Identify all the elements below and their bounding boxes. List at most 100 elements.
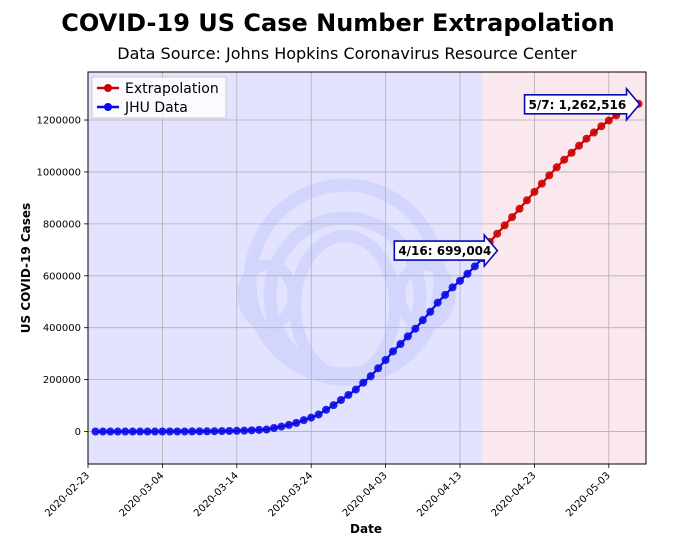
annotation-callout-box: [523, 86, 641, 122]
data-point: [403, 332, 412, 341]
data-point: [284, 420, 293, 429]
data-point: [470, 262, 479, 271]
data-point: [389, 347, 398, 356]
data-point: [91, 427, 100, 436]
data-point: [463, 269, 472, 278]
data-point: [411, 324, 420, 333]
data-point: [530, 187, 539, 196]
grid-lines: [87, 72, 646, 464]
annotation-text: 5/7: 1,262,516: [529, 98, 627, 112]
data-point: [433, 298, 442, 307]
data-point: [381, 356, 390, 365]
data-point: [165, 427, 174, 436]
data-point: [589, 128, 598, 137]
data-point: [493, 229, 502, 238]
y-axis-label: US COVID-19 Cases: [19, 203, 33, 333]
data-point: [225, 426, 234, 435]
data-point: [418, 316, 427, 325]
data-point: [560, 155, 569, 164]
x-tick-label: 2020-03-04: [118, 470, 167, 519]
data-point: [537, 179, 546, 188]
y-tick-label: 200000: [43, 375, 81, 386]
data-point: [173, 427, 182, 436]
data-point: [366, 372, 375, 381]
data-point: [314, 410, 323, 419]
data-point: [344, 390, 353, 399]
data-point: [545, 171, 554, 180]
data-point: [232, 426, 241, 435]
data-point: [448, 283, 457, 292]
x-tick-label: 2020-05-03: [564, 470, 613, 519]
data-point: [277, 422, 286, 431]
y-tick-label: 1000000: [36, 167, 81, 178]
data-point: [567, 148, 576, 157]
data-point: [374, 364, 383, 373]
data-point: [351, 385, 360, 394]
data-point: [180, 427, 189, 436]
data-point: [299, 416, 308, 425]
y-tick-label: 0: [75, 427, 81, 438]
data-point: [508, 213, 517, 222]
data-point: [307, 413, 316, 422]
shaded-region-1: [482, 72, 646, 464]
data-point: [426, 307, 435, 316]
series-line-extrapolation: [481, 102, 640, 251]
annotation-text: 4/16: 699,004: [398, 244, 491, 258]
data-point: [575, 141, 584, 150]
data-point: [441, 290, 450, 299]
x-tick-label: 2020-04-23: [490, 470, 539, 519]
data-point: [98, 427, 107, 436]
data-point: [255, 425, 264, 434]
data-point: [336, 396, 345, 405]
data-point: [500, 221, 509, 230]
y-tick-label: 1200000: [36, 116, 81, 127]
data-point: [240, 426, 249, 435]
data-point: [106, 427, 115, 436]
watermark-logo: [237, 178, 456, 386]
data-point: [128, 427, 137, 436]
data-point: [203, 427, 212, 436]
data-point: [195, 427, 204, 436]
chart-subtitle: Data Source: Johns Hopkins Coronavirus R…: [117, 44, 577, 63]
y-tick-label: 400000: [43, 323, 81, 334]
data-point: [143, 427, 152, 436]
data-point: [136, 427, 145, 436]
data-point: [515, 204, 524, 213]
data-point: [121, 427, 130, 436]
plot-frame: [87, 71, 647, 465]
legend-marker-jhu: [104, 103, 112, 111]
data-point: [247, 426, 256, 435]
data-point: [522, 196, 531, 205]
annotation-1: 5/7: 1,262,516: [523, 86, 641, 122]
series-extrapolation: [478, 99, 643, 255]
background-layer: [88, 72, 646, 464]
legend-box: [91, 76, 227, 119]
chart-title: COVID-19 US Case Number Extrapolation: [61, 9, 615, 37]
data-point: [262, 425, 271, 434]
data-point: [322, 405, 331, 414]
series-layer: [91, 99, 643, 436]
series-jhu-data: [91, 254, 487, 436]
y-tick-label: 800000: [43, 219, 81, 230]
legend: Extrapolation JHU Data: [91, 76, 227, 119]
data-point: [552, 163, 561, 172]
data-point: [597, 122, 606, 131]
x-tick-label: 2020-04-13: [415, 470, 464, 519]
x-tick-label: 2020-02-23: [43, 470, 92, 519]
data-point: [329, 401, 338, 410]
x-tick-label: 2020-04-03: [341, 470, 390, 519]
data-point: [158, 427, 167, 436]
data-point: [150, 427, 159, 436]
legend-marker-extrapolation: [104, 84, 112, 92]
legend-label-jhu: JHU Data: [124, 100, 188, 116]
data-point: [188, 427, 197, 436]
annotation-0: 4/16: 699,004: [393, 232, 499, 269]
y-tick-label: 600000: [43, 271, 81, 282]
data-point: [604, 116, 613, 125]
data-point: [210, 427, 219, 436]
annotations: 4/16: 699,004 5/7: 1,262,516: [393, 86, 641, 269]
legend-label-extrapolation: Extrapolation: [125, 81, 219, 97]
data-point: [359, 378, 368, 387]
x-tick-label: 2020-03-14: [192, 470, 241, 519]
